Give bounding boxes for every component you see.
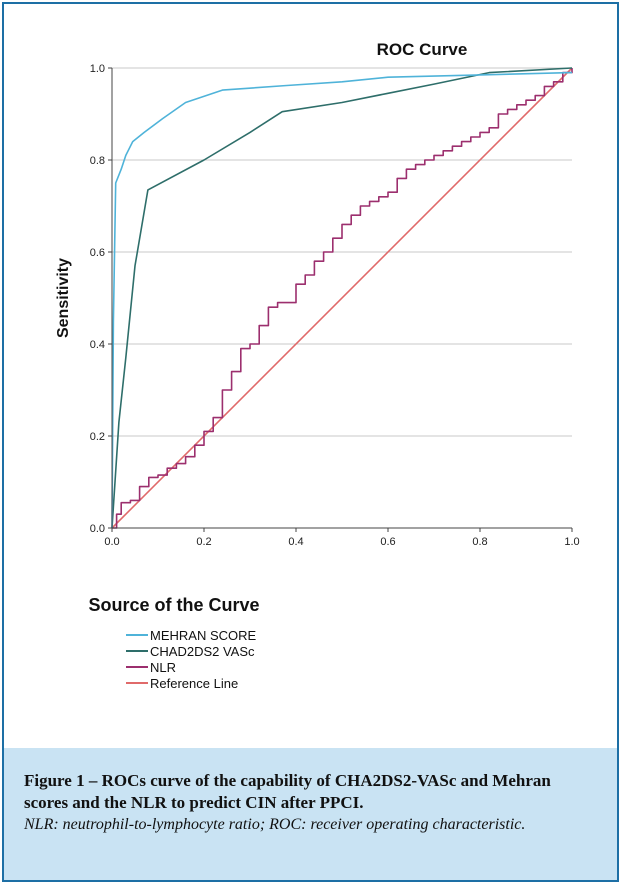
roc-chart: 0.0 0.2 0.4 0.6 0.8 1.0 0.0 0.2 0.4 0.6 0.8 1.0 ROC… (55, 40, 580, 548)
x-tick-label: 0.8 (472, 536, 487, 548)
legend-title: Source of the Curve (88, 595, 260, 615)
legend-label: CHAD2DS2 VASc (150, 643, 255, 659)
legend-label: MEHRAN SCORE (150, 627, 257, 643)
legend-swatch (126, 682, 148, 684)
y-tick-label: 0.2 (90, 431, 105, 443)
legend-item-nlr: NLR (126, 659, 344, 675)
legend-swatch (126, 650, 148, 652)
series-line-chad2ds2-vasc (111, 67, 573, 529)
legend-items: MEHRAN SCORE CHAD2DS2 VASc NLR Reference Li… (126, 627, 344, 691)
figure-caption: Figure 1 – ROCs curve of the capability … (4, 748, 617, 880)
y-tick-label: 0.8 (90, 155, 105, 167)
legend-item-chad2ds2-vasc: CHAD2DS2 VASc (126, 643, 344, 659)
legend: Source of the Curve MEHRAN SCORE CHAD2DS2… (84, 596, 344, 691)
legend-item-mehran-score: MEHRAN SCORE (126, 627, 344, 643)
x-tick-label: 0.2 (196, 536, 211, 548)
legend-label: Reference Line (150, 675, 239, 691)
y-tick-label: 0.6 (90, 247, 105, 259)
y-tick-label: 0.4 (90, 339, 105, 351)
x-tick-label: 1.0 (564, 536, 579, 548)
x-tick-label: 0.6 (380, 536, 395, 548)
y-tick-label: 1.0 (90, 63, 105, 75)
legend-label: NLR (150, 659, 177, 675)
y-tick-label: 0.0 (90, 523, 105, 535)
y-axis-label: Sensitivity (55, 258, 72, 338)
series-line-reference-line (111, 67, 573, 529)
caption-title: Figure 1 – ROCs curve of the capability … (24, 771, 551, 812)
x-tick-label: 0.4 (288, 536, 303, 548)
legend-swatch (126, 634, 148, 636)
legend-item-reference-line: Reference Line (126, 675, 344, 691)
chart-title: ROC Curve (377, 40, 468, 59)
series-line-mehran-score (111, 71, 573, 529)
series-line-nlr (112, 68, 573, 529)
x-tick-label: 0.0 (104, 536, 119, 548)
caption-note: NLR: neutrophil-to-lymphocyte ratio; ROC… (24, 816, 526, 833)
legend-swatch (126, 666, 148, 668)
